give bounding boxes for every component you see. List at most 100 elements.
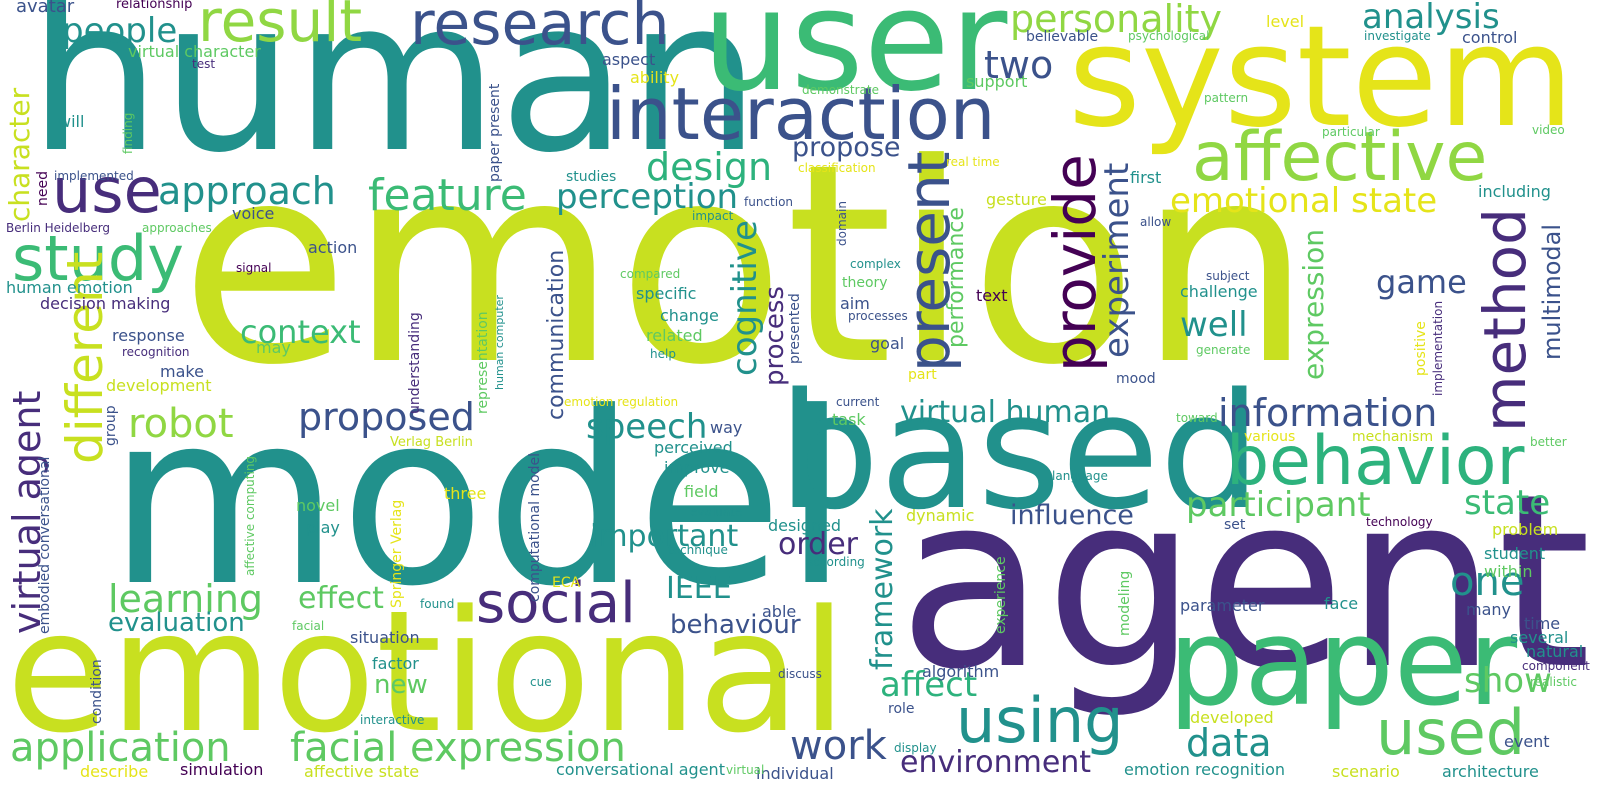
word-goal: goal — [870, 334, 905, 353]
word-data: data — [1186, 721, 1272, 765]
word-domain: domain — [835, 201, 849, 246]
word-voice: voice — [232, 204, 275, 223]
word-way: way — [710, 418, 743, 437]
word-action: action — [308, 238, 358, 257]
word-video: video — [1532, 123, 1565, 137]
word-affective-computing: affective computing — [243, 455, 257, 576]
word-group: group — [103, 405, 119, 446]
word-developed: developed — [1190, 708, 1274, 727]
word-investigate: investigate — [1364, 29, 1431, 43]
word-gesture: gesture — [986, 190, 1047, 209]
word-approach: approach — [158, 169, 336, 213]
word-performance: performance — [944, 207, 969, 348]
word-robot: robot — [128, 401, 234, 447]
word-aspect: aspect — [602, 50, 656, 69]
word-ability: ability — [630, 68, 680, 87]
word-user: user — [702, 0, 1008, 123]
word-change: change — [660, 306, 719, 325]
word-studies: studies — [566, 169, 617, 185]
word-believable: believable — [1026, 29, 1099, 45]
word-two: two — [984, 43, 1054, 87]
word-study: study — [12, 222, 184, 295]
word-environment: environment — [900, 745, 1092, 780]
word-response: response — [112, 326, 185, 345]
word-emotional: emotional — [6, 574, 848, 770]
word-relationship: relationship — [116, 0, 193, 12]
word-according: according — [806, 555, 865, 569]
word-signal: signal — [236, 261, 272, 275]
word-embodied-conversational: embodied conversational — [37, 456, 53, 634]
word-classification: classification — [798, 161, 876, 175]
word-human-computer: human computer — [493, 295, 506, 390]
word-system: system — [1068, 0, 1575, 159]
word-decision-making: decision making — [40, 294, 171, 313]
word-need: need — [35, 171, 51, 206]
word-will: will — [58, 112, 85, 131]
word-pattern: pattern — [1204, 91, 1249, 105]
word-virtual: virtual — [726, 763, 765, 777]
word-first: first — [1130, 168, 1162, 187]
word-feature: feature — [368, 170, 527, 221]
word-evaluate: evaluate — [690, 505, 743, 519]
word-make: make — [160, 362, 204, 381]
word-design: design — [646, 145, 773, 189]
word-berlin-heidelberg: Berlin Heidelberg — [6, 221, 111, 235]
word-part: part — [908, 367, 937, 383]
word-positive: positive — [1413, 321, 1429, 376]
word-experiment: experiment — [1097, 162, 1137, 358]
word-information: information — [1218, 391, 1438, 435]
word-conversational-agent: conversational agent — [556, 760, 725, 779]
word-implemented: implemented — [54, 169, 134, 183]
word-aim: aim — [840, 294, 870, 313]
word-architecture: architecture — [1442, 762, 1539, 781]
word-process: process — [760, 286, 790, 386]
word-interaction: interaction — [606, 72, 996, 156]
word-context: context — [240, 313, 361, 351]
word-help: help — [650, 347, 676, 361]
word-finding: finding — [121, 112, 135, 154]
word-development: development — [106, 376, 212, 395]
word-impact: impact — [692, 209, 734, 223]
word-challenge: challenge — [1180, 282, 1258, 301]
word-facial-expression: facial expression — [290, 725, 626, 771]
word-using: using — [956, 684, 1124, 757]
word-personality: personality — [1010, 0, 1223, 41]
word-affect: affect — [880, 665, 978, 705]
word-springer-verlag: Springer Verlag — [389, 499, 405, 608]
word-three: three — [444, 484, 487, 503]
word-problem: problem — [1492, 520, 1559, 539]
word-specific: specific — [636, 284, 697, 303]
word-display: display — [894, 741, 937, 755]
word-provide: provide — [1041, 154, 1109, 372]
word-set: set — [1224, 517, 1246, 533]
word-paper: paper — [1168, 594, 1518, 733]
word-use: use — [52, 154, 162, 227]
word-time: time — [1524, 614, 1561, 633]
word-natural: natural — [1526, 642, 1584, 661]
word-function: function — [744, 195, 794, 209]
word-character: character — [3, 87, 36, 222]
word-analysis: analysis — [1362, 0, 1500, 37]
word-event: event — [1504, 732, 1550, 751]
word-role: role — [888, 701, 915, 717]
word-various: various — [1244, 429, 1296, 445]
word-task: task — [832, 410, 866, 429]
word-people: people — [62, 11, 178, 51]
word-behavior: behavior — [1226, 422, 1525, 501]
word-real-time: real time — [946, 155, 1000, 169]
word-representation: representation — [475, 311, 491, 414]
word-toward: toward — [1176, 411, 1218, 425]
word-behaviour: behaviour — [670, 610, 801, 640]
word-processes: processes — [848, 309, 908, 323]
word-mood: mood — [1116, 371, 1156, 387]
word-state: state — [1464, 483, 1551, 523]
word-found: found — [420, 597, 455, 611]
word-face: face — [1324, 594, 1359, 613]
word-research: research — [410, 0, 670, 59]
word-understanding: understanding — [407, 312, 423, 414]
word-affective-state: affective state — [304, 762, 420, 781]
word-cognitive: cognitive — [725, 220, 765, 376]
word-used: used — [1376, 696, 1526, 769]
word-subject: subject — [1206, 269, 1250, 283]
word-game: game — [1376, 263, 1467, 301]
